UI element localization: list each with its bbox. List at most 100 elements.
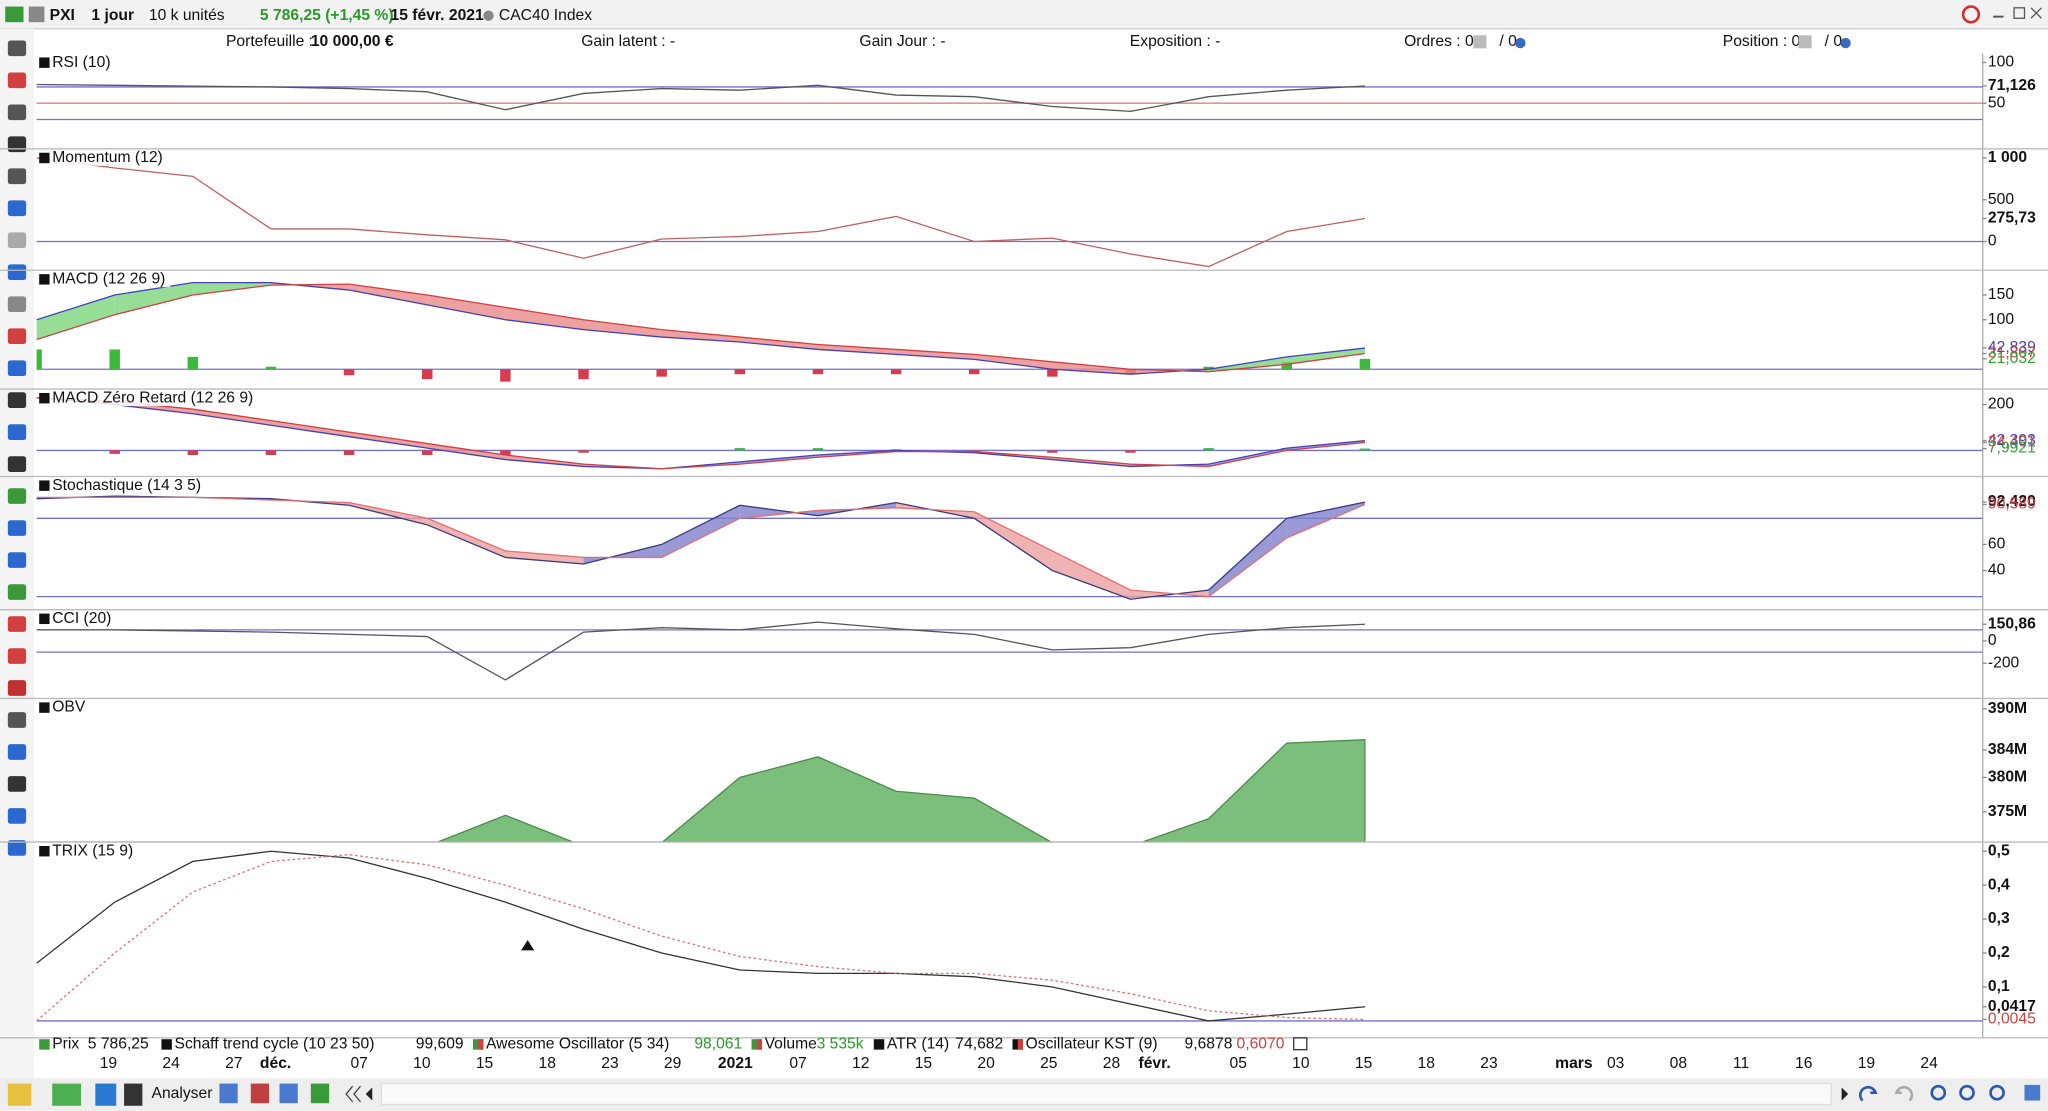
- orders-icon[interactable]: [1473, 35, 1487, 49]
- collapse[interactable]: [345, 1085, 361, 1103]
- chart-type[interactable]: [52, 1083, 81, 1106]
- quote: 5 786,25 (+1,45 %): [260, 7, 394, 24]
- y-tick-label: 0: [1988, 632, 1997, 649]
- chart-icon[interactable]: [5, 6, 24, 23]
- period[interactable]: 1 jour: [91, 7, 134, 24]
- panel-title-bg: [49, 477, 231, 494]
- tool-button[interactable]: [7, 200, 27, 217]
- x-tick-label: 19: [100, 1055, 117, 1072]
- tool-button[interactable]: [7, 232, 27, 249]
- y-tick-label: 0,0045: [1988, 1011, 2036, 1028]
- units[interactable]: 10 k unités: [149, 7, 225, 24]
- histogram-bar: [422, 369, 433, 380]
- line: [36, 283, 1365, 373]
- panel-title: CCI (20): [52, 610, 111, 627]
- icon[interactable]: [2024, 1084, 2041, 1101]
- panel-icon: [39, 57, 50, 68]
- tool-button[interactable]: [7, 328, 27, 345]
- tool-button[interactable]: [7, 680, 27, 696]
- icon[interactable]: [250, 1083, 270, 1104]
- tool-button[interactable]: [7, 456, 27, 472]
- tool-button[interactable]: [7, 72, 27, 89]
- panel-title-bg: [49, 150, 162, 166]
- legend-swatch: [478, 1039, 484, 1050]
- redo[interactable]: [1894, 1085, 1914, 1102]
- status-dot: [483, 10, 494, 21]
- panel-icon: [39, 274, 50, 285]
- icon[interactable]: [219, 1083, 238, 1104]
- symbol[interactable]: PXI: [50, 7, 75, 24]
- tool-icon[interactable]: [7, 1083, 32, 1106]
- legend-value: 9,6878: [1185, 1036, 1233, 1053]
- tool-button[interactable]: [7, 40, 27, 57]
- tool-button[interactable]: [7, 264, 27, 281]
- histogram-bar: [656, 369, 667, 377]
- tool-button[interactable]: [7, 168, 27, 185]
- y-tick-label: 375M: [1988, 803, 2027, 820]
- layout[interactable]: [124, 1083, 143, 1106]
- zoom-in[interactable]: [1989, 1084, 2005, 1101]
- y-tick-label: 390M: [1988, 700, 2027, 717]
- zoom-out[interactable]: [1959, 1084, 1975, 1101]
- undo[interactable]: [1858, 1085, 1878, 1102]
- panel: 1 000 500 0 275,73 Momentum (12): [0, 149, 2048, 271]
- panel: 150,860 -200 CCI (20): [0, 610, 2048, 700]
- position-settings[interactable]: [1840, 37, 1851, 49]
- x-tick-label: déc.: [260, 1055, 291, 1072]
- tool-button[interactable]: [7, 392, 27, 408]
- zoom-fit[interactable]: [1930, 1084, 1947, 1101]
- maximize[interactable]: [2013, 7, 2026, 19]
- y-tick-label: 0,3: [1988, 910, 2010, 927]
- position-icon[interactable]: [1798, 35, 1812, 49]
- panel-title: TRIX (15 9): [52, 842, 133, 859]
- tool-button[interactable]: [7, 776, 27, 792]
- tool-button[interactable]: [7, 808, 27, 824]
- scroll-left[interactable]: [365, 1087, 373, 1101]
- histogram-bar: [1359, 448, 1371, 451]
- legend-value: 74,682: [955, 1036, 1003, 1053]
- legend-value: 0,6070: [1237, 1036, 1285, 1053]
- tool-button[interactable]: [7, 744, 27, 760]
- tool-button[interactable]: [7, 104, 27, 121]
- tool-button[interactable]: [7, 488, 27, 504]
- refresh[interactable]: [1961, 5, 1981, 24]
- close[interactable]: [2030, 7, 2042, 19]
- tool-button[interactable]: [7, 360, 27, 376]
- icon[interactable]: [28, 6, 45, 23]
- tool-button[interactable]: [7, 296, 27, 313]
- line: [36, 495, 1366, 600]
- y-tick-label: 1 000: [1988, 149, 2027, 166]
- fill-band: [661, 329, 740, 343]
- legend-value: 5 786,25: [88, 1036, 149, 1053]
- y-tick-label: 31,807: [1988, 345, 2036, 362]
- y-tick-label: 275,73: [1988, 210, 2036, 227]
- legend-menu[interactable]: [1293, 1037, 1308, 1051]
- icon[interactable]: [310, 1083, 330, 1104]
- share[interactable]: [95, 1083, 117, 1106]
- fill-band: [661, 505, 740, 558]
- tool-button[interactable]: [7, 840, 27, 856]
- scrollbar[interactable]: [380, 1082, 1832, 1106]
- scroll-right[interactable]: [1841, 1087, 1849, 1101]
- histogram-bar: [1359, 358, 1371, 370]
- tool-button[interactable]: [7, 424, 27, 440]
- y-tick-label: 500: [1988, 191, 2014, 208]
- histogram-bar: [500, 369, 511, 382]
- tool-button[interactable]: [7, 520, 27, 536]
- tool-button[interactable]: [7, 616, 27, 632]
- panel-icon: [39, 152, 50, 164]
- tool-button[interactable]: [7, 552, 27, 568]
- plot: [36, 281, 1983, 382]
- tool-button[interactable]: [7, 584, 27, 600]
- date: 15 févr. 2021: [391, 7, 484, 24]
- x-tick-label: 28: [1103, 1055, 1121, 1072]
- analyze-button[interactable]: Analyser: [152, 1085, 213, 1102]
- minimize[interactable]: [1993, 15, 2004, 18]
- tool-button[interactable]: [7, 712, 27, 728]
- tool-button[interactable]: [7, 136, 27, 153]
- icon[interactable]: [279, 1083, 298, 1104]
- orders-settings[interactable]: [1515, 37, 1526, 49]
- tool-button[interactable]: [7, 648, 27, 664]
- fill-band: [427, 518, 506, 558]
